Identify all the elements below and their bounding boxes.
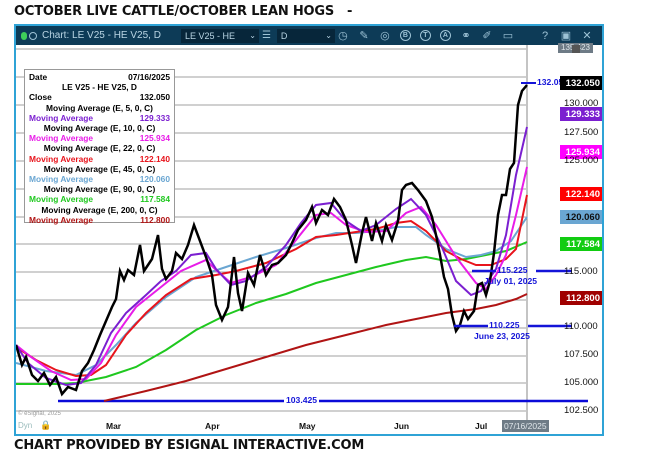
price-label: 125.000 [564,155,599,166]
menu-icon[interactable]: ☰ [261,30,271,41]
month-label: Jun [394,421,410,431]
legend-close-label: Close [29,92,52,103]
close-icon[interactable]: ✕ [582,30,592,42]
legend-study-value: 117.584 [140,194,170,205]
chevron-down-icon[interactable]: ⌄ [249,31,256,40]
legend-study-row: Moving Average 125.934 [29,133,170,143]
pencil-icon[interactable]: ✎ [359,30,369,42]
month-label: Jul [475,421,488,431]
ma-200-line [103,293,528,402]
month-label: Apr [205,421,220,431]
legend-study-label: Moving Average [29,133,94,144]
data-window-legend: Date 07/16/2025 LE V25 - HE V25, D Close… [24,69,175,225]
cursor-date-tag: 07/16/2025 [502,420,549,432]
price-label: 105.000 [564,377,599,388]
scale-lock-icon[interactable] [572,45,580,53]
footer-credit: CHART PROVIDED BY ESIGNAL INTERACTIVE.CO… [14,438,365,453]
last-close-annotation: 132.050 [537,77,569,87]
help-icon[interactable]: ? [541,29,549,42]
june-date-annotation: June 23, 2025 [474,331,530,341]
t-circle-icon[interactable]: T [419,30,431,41]
chevron-down-icon[interactable]: ⌄ [325,31,332,40]
support-annotation: 103.425 [284,395,320,405]
a-circle-icon[interactable]: A [439,30,451,41]
chart-window: Chart: LE V25 - HE V25, D LE V25 - HE ⌄ … [14,24,604,436]
dyn-label[interactable]: Dyn [18,421,33,430]
clock-icon[interactable]: ◷ [338,30,348,42]
legend-study-header: Moving Average (E, 22, 0, C) [43,143,156,154]
legend-study-value: 112.800 [140,214,170,225]
price-tag-ma90: 117.584 [560,237,602,251]
legend-close-value: 132.050 [139,92,170,103]
link-status-icon [21,31,27,40]
lock-icon[interactable]: 🔒 [40,420,52,430]
edit-icon[interactable]: ✐ [482,30,492,42]
price-tag-close: 132.050 [560,76,602,90]
legend-study-label: Moving Average [29,194,94,205]
ma-22-line [16,194,528,378]
price-label: 102.500 [564,405,599,416]
symbol-input[interactable]: LE V25 - HE ⌄ [180,28,259,43]
price-tag-ma10: 125.934 [560,145,602,159]
legend-study-label: Moving Average [29,153,94,164]
price-label: 127.500 [564,127,599,138]
price-tag-ma5: 129.333 [560,107,602,121]
legend-study-header: Moving Average (E, 90, 0, C) [43,184,156,195]
ma-10-line [16,166,528,382]
symbol-value: LE V25 - HE [184,30,235,41]
interval-value: D [280,30,288,41]
price-tag-ma45: 120.060 [560,210,602,224]
price-label: 110.000 [564,321,598,332]
legend-study-row: Moving Average 120.060 [29,174,170,184]
legend-study-header: Moving Average (E, 200, 0, C) [41,204,158,215]
legend-study-row: Moving Average 129.333 [29,113,170,123]
price-label: 115.000 [564,266,598,277]
interval-select[interactable]: D ⌄ [276,28,335,43]
sync-ring-icon[interactable] [29,31,37,40]
legend-study-row: Moving Average 122.140 [29,154,170,164]
window-icon[interactable]: ▣ [560,30,572,42]
chart-area[interactable]: Date 07/16/2025 LE V25 - HE V25, D Close… [16,43,602,434]
legend-study-header: Moving Average (E, 45, 0, C) [43,163,156,174]
legend-study-header: Moving Average (E, 10, 0, C) [43,123,156,134]
legend-study-value: 120.060 [139,174,170,185]
legend-study-value: 125.934 [139,133,170,144]
june-level-annotation: 110.225 [489,320,520,330]
legend-study-header: Moving Average (E, 5, 0, C) [46,102,153,113]
price-label: 130.000 [564,98,599,109]
price-label: 107.500 [564,349,599,360]
page-title: OCTOBER LIVE CATTLE/OCTOBER LEAN HOGS - [14,4,353,19]
b-circle-icon[interactable]: B [399,30,411,41]
legend-study-value: 122.140 [139,153,170,164]
price-tag-ma200: 112.800 [560,291,602,305]
legend-date-row: Date 07/16/2025 [29,72,170,82]
legend-study-label: Moving Average [29,174,94,185]
comment-icon[interactable]: ▭ [502,30,514,42]
july-level-annotation: 115.225 [497,265,528,275]
copyright-note: © eSignal, 2025 [18,411,61,417]
ma-5-line [16,126,528,387]
legend-date-label: Date [29,72,48,82]
legend-date-value: 07/16/2025 [128,72,170,82]
study-icon[interactable]: ◎ [380,30,390,42]
chart-window-title: Chart: LE V25 - HE V25, D [42,30,161,41]
chart-toolbar: Chart: LE V25 - HE V25, D LE V25 - HE ⌄ … [16,26,602,45]
month-label: Mar [106,421,122,431]
legend-study-label: Moving Average [29,112,94,123]
legend-close-row: Close 132.050 [29,92,170,102]
legend-study-row: Moving Average 112.800 [29,215,170,225]
july-date-annotation: July 01, 2025 [484,276,538,286]
link-tool-icon[interactable]: ⚭ [461,30,471,42]
month-label: May [299,421,316,431]
legend-study-row: Moving Average 117.584 [29,194,170,204]
legend-study-value: 129.333 [139,112,170,123]
legend-study-label: Moving Average [29,214,94,225]
price-tag-ma22: 122.140 [560,187,602,201]
legend-symbol: LE V25 - HE V25, D [62,82,137,93]
